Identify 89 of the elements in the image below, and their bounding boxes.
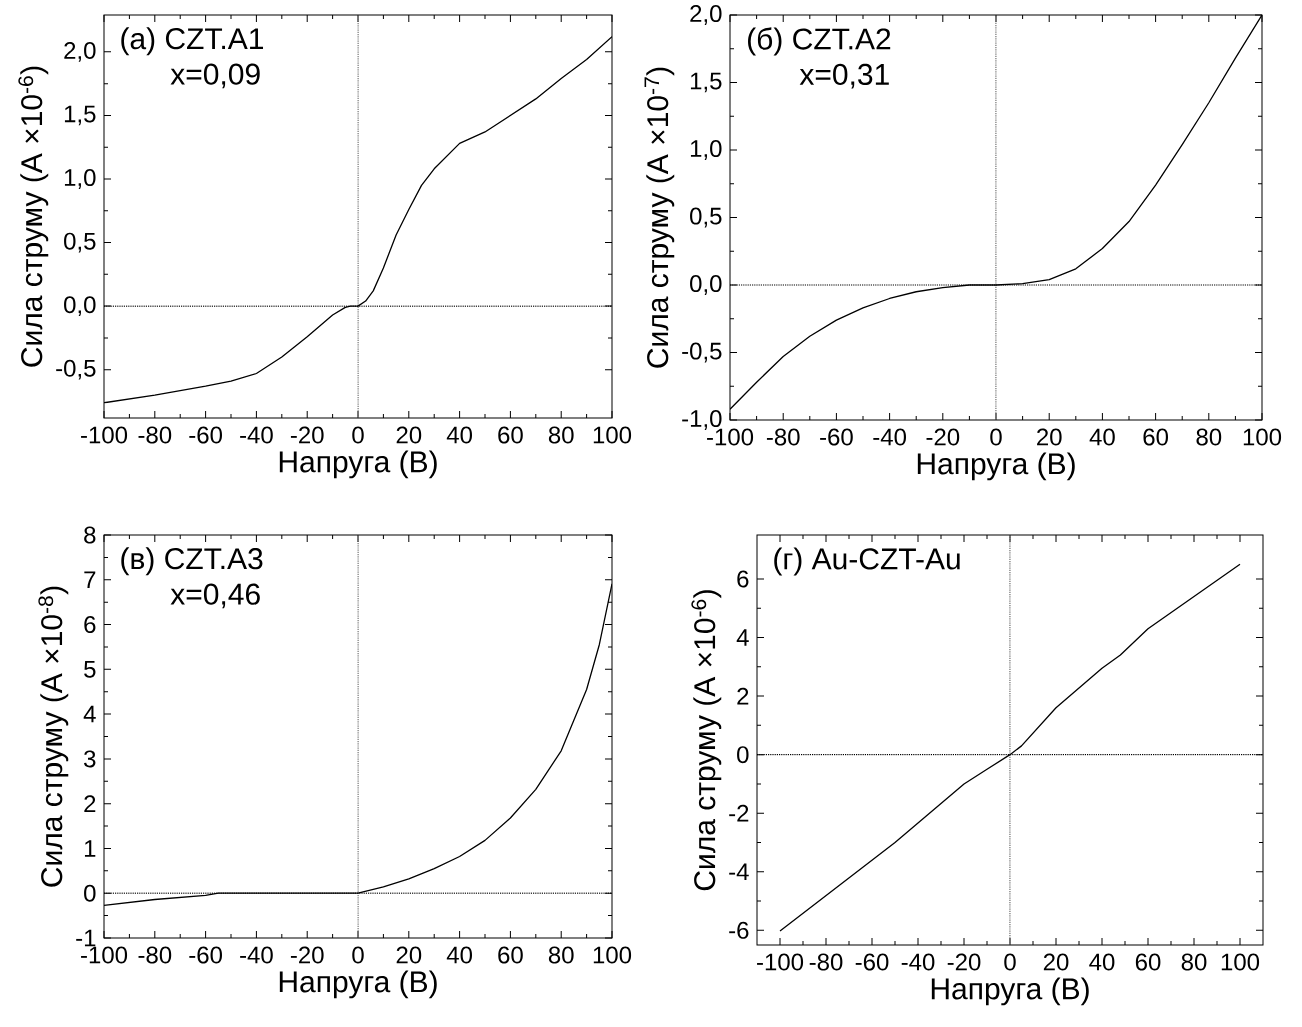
y-axis-title: Сила струму (А ×10$^{-6}$) (691, 590, 722, 891)
x-tick-label: 100 (1221, 953, 1260, 971)
y-tick-label: 4 (83, 705, 96, 723)
x-tick-label: -60 (855, 953, 889, 971)
x-tick-label: -20 (926, 428, 960, 446)
x-tick-label: -40 (901, 953, 935, 971)
x-tick-label: 40 (1089, 428, 1115, 446)
x-tick-label: -40 (240, 946, 273, 964)
x-tick-label: -20 (290, 946, 324, 964)
x-tick-label: 80 (548, 946, 574, 964)
x-tick-label: -80 (138, 946, 172, 964)
x-axis-title: Напруга (В) (931, 977, 1089, 1006)
y-tick-label: 8 (84, 526, 96, 544)
y-tick-label: -1 (76, 929, 96, 947)
y-tick-label: 1 (84, 840, 96, 857)
y-tick-label: -1,0 (682, 410, 722, 430)
y-tick-label: 5 (84, 660, 96, 678)
x-tick-label: 60 (1135, 953, 1161, 971)
y-tick-label: -0,5 (56, 359, 96, 380)
x-tick-label: 0 (352, 946, 364, 964)
y-tick-label: -0,5 (682, 342, 722, 363)
annotation: (а) CZT.A1 (121, 27, 264, 56)
y-tick-label: 0,0 (690, 275, 722, 295)
x-tick-label: -60 (820, 428, 853, 446)
x-tick-label: 80 (1196, 428, 1222, 446)
x-tick-label: 60 (1143, 428, 1169, 446)
x-tick-label: 40 (1089, 953, 1115, 971)
x-tick-label: 40 (446, 426, 472, 444)
y-tick-label: 1,5 (64, 105, 96, 126)
x-tick-label: 20 (1043, 953, 1069, 971)
annotation: (б) CZT.A2 (748, 27, 891, 56)
x-tick-label: 100 (1243, 428, 1282, 446)
y-axis-title: Сила струму (А ×10$^{-7}$) (644, 67, 675, 368)
y-tick-label: 2 (737, 687, 749, 705)
x-tick-label: 100 (593, 946, 632, 964)
y-tick-label: 0 (84, 884, 96, 902)
x-tick-label: 60 (498, 946, 523, 964)
y-axis-title: Сила струму (А ×10$^{-8}$) (38, 586, 69, 887)
y-tick-label: 6 (84, 616, 96, 634)
y-tick-label: 1,5 (690, 72, 722, 93)
x-tick-label: -60 (189, 946, 222, 964)
y-tick-label: 0,5 (690, 207, 722, 228)
y-axis-title: Сила струму (А ×10$^{-6}$) (18, 66, 49, 367)
y-tick-label: 1,0 (690, 140, 722, 160)
y-tick-label: 0 (737, 746, 749, 764)
x-tick-label: -20 (290, 426, 324, 444)
x-tick-label: -40 (873, 428, 906, 446)
x-tick-label: 0 (352, 426, 364, 444)
annotation: x=0,31 (799, 63, 889, 89)
y-tick-label: 0,0 (64, 296, 96, 317)
x-axis-title: Напруга (В) (279, 450, 437, 479)
y-tick-label: -4 (729, 863, 749, 881)
y-tick-label: 1,0 (64, 169, 96, 189)
annotation: x=0,09 (170, 63, 260, 89)
y-tick-label: 2,0 (64, 41, 96, 62)
x-tick-label: 60 (498, 426, 523, 444)
y-tick-label: 6 (737, 570, 749, 588)
y-tick-label: -2 (729, 804, 749, 822)
annotation: (в) CZT.A3 (121, 547, 263, 576)
x-tick-label: -20 (947, 953, 981, 971)
x-tick-label: -100 (707, 428, 754, 446)
x-tick-label: 0 (990, 428, 1002, 446)
y-tick-label: 0,5 (64, 232, 96, 253)
x-axis-title: Напруга (В) (917, 452, 1075, 481)
x-tick-label: -40 (240, 426, 273, 444)
y-tick-label: -6 (729, 921, 749, 939)
y-tick-label: 3 (84, 750, 96, 768)
x-tick-label: -80 (138, 426, 172, 444)
x-tick-label: -80 (766, 428, 800, 446)
x-tick-label: -60 (189, 426, 222, 444)
x-tick-label: -80 (809, 953, 843, 971)
y-tick-label: 2 (84, 795, 96, 813)
x-tick-label: 20 (396, 946, 422, 964)
x-tick-label: 20 (396, 426, 422, 444)
x-tick-label: -100 (81, 426, 128, 444)
y-tick-label: 7 (84, 571, 96, 589)
x-tick-label: 0 (1004, 953, 1016, 971)
x-tick-label: -100 (81, 946, 128, 964)
x-tick-label: 20 (1037, 428, 1062, 446)
annotation: x=0,46 (170, 583, 260, 609)
x-tick-label: -100 (757, 953, 804, 971)
annotation: (г) Au-CZT-Au (774, 547, 960, 576)
x-axis-title: Напруга (В) (279, 970, 437, 999)
x-tick-label: 40 (446, 946, 473, 964)
y-tick-label: 2,0 (690, 5, 722, 25)
x-tick-label: 80 (1181, 953, 1207, 971)
x-tick-label: 100 (593, 426, 632, 444)
x-tick-label: 80 (548, 426, 574, 444)
y-tick-label: 4 (736, 629, 749, 646)
